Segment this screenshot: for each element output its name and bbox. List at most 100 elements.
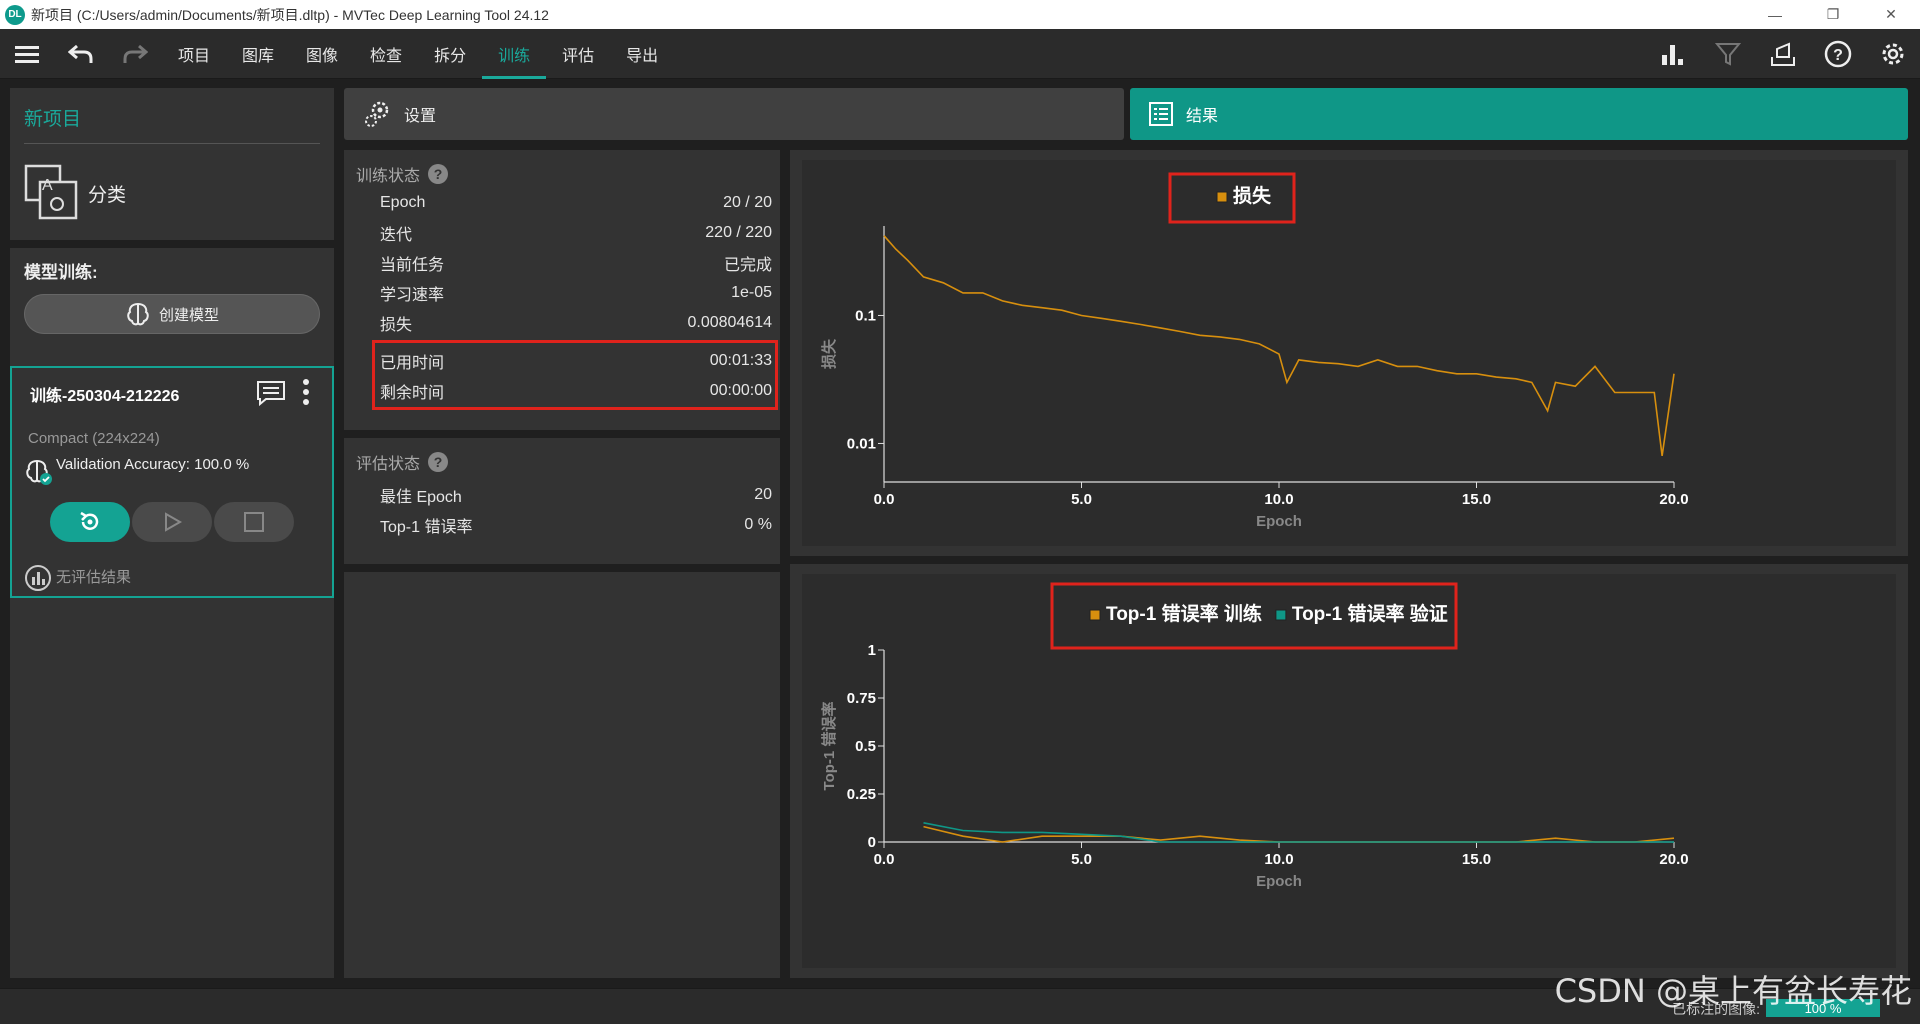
project-panel: 新项目 A 分类 [10,88,334,240]
window-title: 新项目 (C:/Users/admin/Documents/新项目.dltp) … [31,6,549,23]
training-status-label: 训练状态 [356,168,421,185]
menu-bar: 项目 图库 图像 检查 拆分 训练 评估 导出 ? [0,29,1920,79]
empty-panel [344,572,780,978]
labeled-images-label: 已标注的图像: [1672,1001,1760,1017]
close-icon[interactable]: ✕ [1885,6,1897,22]
svg-text:?: ? [1833,47,1843,64]
status-row-iteration: 迭代 220 / 220 [380,218,772,248]
x-tick-label: 15.0 [1462,851,1491,868]
x-axis-label: Epoch [1256,873,1302,890]
row-value: 00:00:00 [709,382,772,399]
evaluation-result: 无评估结果 [56,569,132,586]
help-icon[interactable]: ? [428,452,449,472]
comment-icon[interactable] [256,380,286,411]
more-options-icon[interactable] [302,378,310,411]
eval-row-best-epoch: 最佳 Epoch 20 [380,480,772,510]
announcement-icon[interactable] [1755,29,1810,79]
filter-icon[interactable] [1700,29,1755,79]
top1-chart: Top-1 错误率 训练 Top-1 错误率 验证 0.0 5.0 10.0 15.0 20… [820,582,1689,890]
help-icon[interactable]: ? [1810,29,1865,79]
menu-export[interactable]: 导出 [626,47,659,65]
menu-gallery[interactable]: 图库 [242,47,275,65]
stop-training-button[interactable] [214,502,294,542]
x-tick-label: 10.0 [1264,851,1293,868]
menu-evaluate[interactable]: 评估 [562,47,595,65]
status-row-epoch: Epoch 20 / 20 [380,188,772,218]
row-value: 已完成 [723,257,772,274]
menu-images[interactable]: 图像 [306,47,339,65]
row-label: 迭代 [380,227,413,244]
loss-chart: 损失 0.0 5.0 10.0 15.0 20.0 0.1 0.01 Epoch 损失 [820,172,1689,530]
run-architecture: Compact (224x224) [28,430,160,447]
project-title[interactable]: 新项目 [24,109,82,130]
resume-training-button[interactable] [50,502,130,542]
x-tick-label: 15.0 [1462,491,1491,508]
classification-icon: A [24,164,80,225]
y-tick-label: 0.25 [847,786,876,803]
row-value: 00:01:33 [709,352,772,369]
legend-swatch [1089,609,1101,621]
menu-inspect[interactable]: 检查 [370,47,403,65]
row-value: 220 / 220 [705,224,772,241]
legend-highlight-box [1168,172,1296,224]
minimize-icon[interactable]: — [1768,6,1782,23]
tab-settings[interactable]: 设置 [344,88,1124,140]
status-row-current-task: 当前任务 已完成 [380,248,772,278]
series-line [883,235,1675,457]
x-tick-label: 20.0 [1659,491,1688,508]
status-row-elapsed-time: 已用时间 00:01:33 [380,346,772,376]
legend-entry: Top-1 错误率 训练 [1106,602,1262,625]
y-tick-label: 0 [868,834,876,851]
y-tick-label: 0.5 [855,738,876,755]
row-label: 已用时间 [380,355,445,372]
y-axis-label: 损失 [820,338,838,369]
labeled-progress-bar: 100 % [1766,999,1880,1017]
validation-accuracy: Validation Accuracy: 100.0 % [56,456,250,473]
row-label: 剩余时间 [380,385,445,402]
status-bar: 已标注的图像: 100 % [0,988,1920,1024]
redo-icon[interactable] [108,29,162,79]
row-value: 20 / 20 [723,194,772,211]
evaluation-status-title: 评估状态 ? [356,450,449,474]
row-label: 最佳 Epoch [380,489,462,506]
status-row-remaining-time: 剩余时间 00:00:00 [380,376,772,406]
legend-entry: Top-1 错误率 验证 [1292,602,1448,625]
statistics-icon[interactable] [1645,29,1700,79]
row-label: 学习速率 [380,287,445,304]
loss-chart-panel: 损失 0.0 5.0 10.0 15.0 20.0 0.1 0.01 Epoch 损失 [790,150,1908,556]
title-bar: DL 新项目 (C:/Users/admin/Documents/新项目.dlt… [0,0,1920,29]
help-icon[interactable]: ? [428,164,449,184]
row-label: Top-1 错误率 [380,519,473,536]
restart-icon [80,511,99,530]
legend-entry: 损失 [1233,184,1272,207]
training-panel: 模型训练: 创建模型 训练-250304-212226 Compact (224… [10,248,334,978]
settings-gear-icon[interactable] [1865,29,1920,79]
training-run-card[interactable]: 训练-250304-212226 Compact (224x224) Valid… [10,366,334,598]
window-controls: — ❐ ✕ [1746,0,1920,29]
training-status-panel: 训练状态 ? Epoch 20 / 20 迭代 220 / 220 当前任务 已完成 … [344,150,780,430]
legend-swatch [1216,191,1228,203]
hamburger-menu-icon[interactable] [0,29,54,79]
maximize-icon[interactable]: ❐ [1826,6,1840,22]
y-tick-label: 0.01 [847,435,876,452]
chart-legend: Top-1 错误率 训练 Top-1 错误率 验证 [1089,602,1448,625]
tab-results[interactable]: 结果 [1130,88,1908,140]
menu-train[interactable]: 训练 [482,29,547,79]
row-label: 当前任务 [380,257,445,274]
divider [24,143,320,144]
menu-project[interactable]: 项目 [178,47,211,65]
brain-icon [127,302,149,326]
validated-brain-icon [24,458,52,491]
start-training-button[interactable] [132,502,212,542]
menu-split[interactable]: 拆分 [434,47,467,65]
create-model-button[interactable]: 创建模型 [24,294,320,334]
evaluation-status-label: 评估状态 [356,456,421,473]
x-axis-label: Epoch [1256,513,1302,530]
undo-icon[interactable] [54,29,108,79]
evaluation-chart-icon [24,564,52,597]
row-label: Epoch [380,194,426,211]
y-tick-label: 0.75 [847,690,876,707]
svg-text:A: A [42,177,53,194]
status-row-loss: 损失 0.00804614 [380,308,772,338]
y-axis-label: Top-1 错误率 [820,702,838,791]
